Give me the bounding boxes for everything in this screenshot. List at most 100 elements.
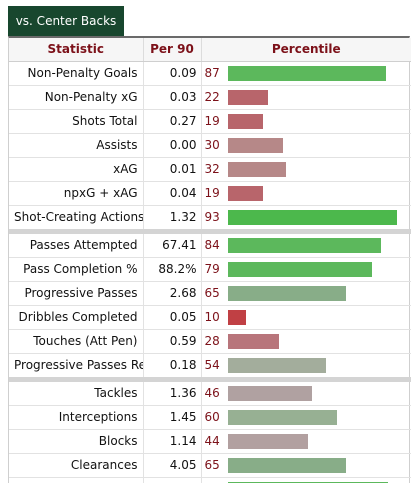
percentile-value: 10 (204, 310, 220, 324)
percentile-value: 46 (204, 386, 220, 400)
percentile-cell: 88 (201, 477, 411, 483)
percentile-cell: 93 (201, 205, 411, 234)
percentile-cell: 87 (201, 61, 411, 86)
per-90-cell: 2.86 (143, 477, 202, 483)
header-statistic[interactable]: Statistic (9, 38, 144, 62)
table-row: Aerials won2.8688 (9, 477, 411, 483)
percentile-value: 30 (204, 138, 220, 152)
percentile-bar (227, 237, 381, 253)
per-90-cell: 88.2% (143, 257, 202, 282)
statistic-cell: Progressive Passes (9, 281, 144, 306)
statistic-cell: Interceptions (9, 405, 144, 430)
header-percentile[interactable]: Percentile (201, 38, 411, 62)
per-90-cell: 0.05 (143, 305, 202, 330)
per-90-cell: 1.45 (143, 405, 202, 430)
table-body: Non-Penalty Goals 0.09 87 Non-Penalty xG 0.0… (9, 61, 411, 483)
percentile-bar (227, 65, 386, 81)
table-row: Progressive Passes 2.68 65 (9, 281, 411, 306)
table-row: Non-Penalty xG 0.03 22 (9, 85, 411, 110)
statistic-cell: Tackles (9, 379, 144, 406)
statistic-cell: Clearances (9, 453, 144, 478)
table-row: npxG + xAG 0.04 19 (9, 181, 411, 206)
percentile-value: 65 (204, 458, 220, 472)
percentile-cell: 65 (201, 281, 411, 306)
percentile-value: 54 (204, 358, 220, 372)
percentile-bar (227, 137, 283, 153)
percentile-cell: 84 (201, 231, 411, 258)
percentile-bar (227, 209, 397, 225)
percentile-value: 22 (204, 90, 220, 104)
per-90-cell: 4.05 (143, 453, 202, 478)
percentile-cell: 30 (201, 133, 411, 158)
percentile-value: 79 (204, 262, 220, 276)
percentile-cell: 32 (201, 157, 411, 182)
percentile-cell: 44 (201, 429, 411, 454)
percentile-bar (227, 357, 326, 373)
percentile-cell: 54 (201, 353, 411, 382)
percentile-bar (227, 457, 346, 473)
table-row: Shot-Creating Actions 1.32 93 (9, 205, 411, 234)
percentile-value: 32 (204, 162, 220, 176)
table-row: Clearances 4.05 65 (9, 453, 411, 478)
percentile-value: 28 (204, 334, 220, 348)
per-90-cell: 67.41 (143, 231, 202, 258)
per-90-cell: 0.59 (143, 329, 202, 354)
table-row: Pass Completion % 88.2% 79 (9, 257, 411, 282)
percentile-cell: 46 (201, 379, 411, 406)
table-row: Progressive Passes Rec 0.18 54 (9, 353, 411, 382)
statistic-cell: Touches (Att Pen) (9, 329, 144, 354)
percentile-cell: 19 (201, 181, 411, 206)
table-row: Tackles 1.36 46 (9, 379, 411, 406)
statistic-cell: Non-Penalty Goals (9, 61, 144, 86)
percentile-cell: 10 (201, 305, 411, 330)
percentile-bar (227, 113, 263, 129)
percentile-value: 60 (204, 410, 220, 424)
percentile-bar (227, 161, 286, 177)
table-row: xAG 0.01 32 (9, 157, 411, 182)
table-row: Passes Attempted 67.41 84 (9, 231, 411, 258)
table-row: Dribbles Completed 0.05 10 (9, 305, 411, 330)
statistic-cell: Shot-Creating Actions (9, 205, 144, 234)
statistic-cell: xAG (9, 157, 144, 182)
per-90-cell: 0.00 (143, 133, 202, 158)
table-row: Touches (Att Pen) 0.59 28 (9, 329, 411, 354)
percentile-bar (227, 185, 263, 201)
statistic-cell: Passes Attempted (9, 231, 144, 258)
stats-table: Statistic Per 90 Percentile Non-Penalty … (9, 38, 411, 483)
scouting-report-table: Statistic Per 90 Percentile Non-Penalty … (8, 36, 411, 483)
percentile-bar (227, 481, 388, 483)
per-90-cell: 0.01 (143, 157, 202, 182)
table-row: Interceptions 1.45 60 (9, 405, 411, 430)
percentile-bar (227, 409, 337, 425)
percentile-bar (227, 433, 308, 449)
per-90-cell: 0.18 (143, 353, 202, 382)
percentile-value: 87 (204, 66, 220, 80)
statistic-cell: Aerials won (9, 477, 144, 483)
tab-vs-center-backs[interactable]: vs. Center Backs (8, 6, 124, 36)
percentile-value: 93 (204, 210, 220, 224)
statistic-cell: Assists (9, 133, 144, 158)
statistic-cell: Dribbles Completed (9, 305, 144, 330)
percentile-cell: 60 (201, 405, 411, 430)
percentile-bar (227, 333, 279, 349)
table-header-row: Statistic Per 90 Percentile (9, 38, 411, 62)
percentile-value: 65 (204, 286, 220, 300)
percentile-bar (227, 261, 372, 277)
table-row: Blocks 1.14 44 (9, 429, 411, 454)
per-90-cell: 2.68 (143, 281, 202, 306)
table-row: Non-Penalty Goals 0.09 87 (9, 61, 411, 86)
table-row: Assists 0.00 30 (9, 133, 411, 158)
per-90-cell: 0.27 (143, 109, 202, 134)
statistic-cell: Progressive Passes Rec (9, 353, 144, 382)
per-90-cell: 0.03 (143, 85, 202, 110)
percentile-bar (227, 385, 312, 401)
percentile-cell: 19 (201, 109, 411, 134)
per-90-cell: 0.09 (143, 61, 202, 86)
percentile-cell: 65 (201, 453, 411, 478)
statistic-cell: Blocks (9, 429, 144, 454)
header-per-90[interactable]: Per 90 (143, 38, 202, 62)
per-90-cell: 1.32 (143, 205, 202, 234)
statistic-cell: Shots Total (9, 109, 144, 134)
per-90-cell: 1.14 (143, 429, 202, 454)
statistic-cell: Pass Completion % (9, 257, 144, 282)
